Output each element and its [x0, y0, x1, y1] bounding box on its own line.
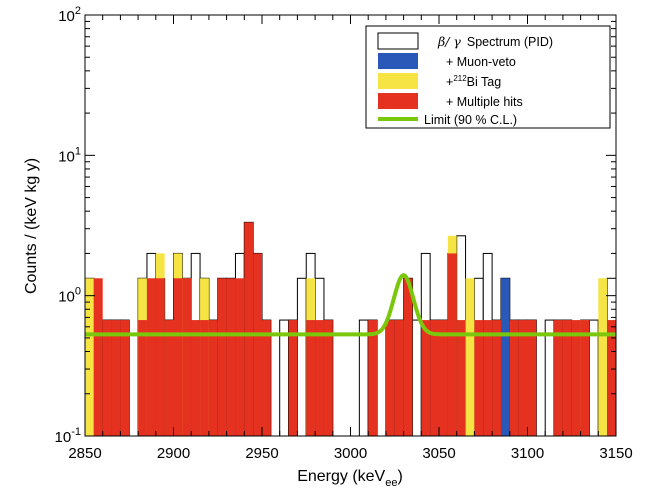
- bar-multiple-hits-3080: [492, 320, 501, 436]
- x-tick-label: 2850: [68, 445, 101, 462]
- legend-label-bi-tag: +212Bi Tag: [446, 74, 501, 89]
- y-tick-labels: 10-1 100 101 102: [55, 5, 81, 446]
- bar-multiple-hits-2860: [102, 320, 112, 436]
- bar-spectrum-3035: [411, 319, 422, 436]
- bar-multiple-hits-2890: [155, 278, 165, 436]
- bar-multiple-hits-3025: [394, 320, 404, 436]
- legend-label-multiple-hits: + Multiple hits: [446, 95, 523, 109]
- bar-multiple-hits-3125: [571, 320, 581, 436]
- bar-multiple-hits-3120: [562, 320, 572, 436]
- bar-multiple-hits-2920: [208, 320, 218, 436]
- x-tick-label: 2950: [245, 445, 278, 462]
- y-axis-title: Counts / (keV kg y): [23, 158, 40, 294]
- limit-curve-group: [85, 273, 616, 337]
- y-tick-label: 101: [58, 145, 81, 165]
- bar-spectrum-3135: [588, 319, 599, 436]
- y-tick-label: 10-1: [55, 426, 81, 446]
- bar-multiple-hits-2905: [182, 278, 192, 436]
- bar-bi-tag-2850: [85, 278, 94, 436]
- axis-ticks: [84, 14, 617, 437]
- legend-swatch-multiple-hits: [378, 93, 418, 109]
- bar-multiple-hits-3030: [403, 278, 413, 436]
- bar-multiple-hits-3130: [580, 320, 590, 436]
- bar-multiple-hits-3050: [439, 320, 448, 436]
- bar-multiple-hits-2935: [235, 278, 245, 436]
- bar-multiple-hits-3070: [474, 320, 484, 436]
- bar-multiple-hits-2945: [253, 253, 262, 436]
- bar-multiple-hits-3055: [447, 253, 457, 436]
- bar-multiple-hits-2870: [120, 320, 130, 436]
- bar-multiple-hits-2885: [146, 278, 156, 436]
- bar-multiple-hits-3090: [509, 320, 519, 436]
- bar-multiple-hits-2950: [262, 320, 271, 436]
- y-tick-label: 102: [58, 5, 81, 25]
- bar-spectrum-3110: [544, 319, 555, 436]
- x-tick-label: 2900: [157, 445, 190, 462]
- x-tick-label: 3100: [511, 445, 544, 462]
- bar-multiple-hits-3060: [456, 320, 466, 436]
- bar-multiple-hits-2940: [244, 222, 254, 436]
- bar-multiple-hits-2880: [138, 320, 147, 436]
- bar-multiple-hits-3145: [607, 320, 616, 436]
- bar-bi-tag-3140: [598, 278, 608, 436]
- legend-label-muon-veto: + Muon-veto: [446, 55, 516, 69]
- bar-multiple-hits-3010: [368, 320, 378, 436]
- bar-multiple-hits-2965: [288, 320, 298, 436]
- bar-spectrum-2970: [296, 277, 307, 436]
- legend-label-limit: Limit (90 % C.L.): [424, 113, 517, 127]
- bar-multiple-hits-2895: [164, 320, 174, 436]
- bar-spectrum-2960: [279, 319, 290, 436]
- bar-multiple-hits-3075: [483, 320, 493, 436]
- bar-multiple-hits-3040: [421, 320, 431, 436]
- x-axis-title: Energy (keVee): [297, 468, 403, 489]
- bar-multiple-hits-2910: [191, 320, 201, 436]
- x-tick-label: 3150: [599, 445, 632, 462]
- legend-swatch-spectrum: [377, 32, 419, 50]
- legend-label-spectrum: β/ γ Spectrum (PID): [437, 34, 553, 49]
- histogram-bars: [85, 221, 616, 436]
- x-tick-label: 3050: [422, 445, 455, 462]
- bar-bi-tag-3065: [465, 278, 475, 436]
- legend: β/ γ Spectrum (PID) + Muon-veto +212Bi Ta…: [365, 25, 611, 129]
- bar-spectrum-3005: [358, 319, 369, 436]
- bar-multiple-hits-3100: [527, 320, 537, 436]
- bar-multiple-hits-3020: [385, 320, 395, 436]
- bar-multiple-hits-3045: [430, 320, 439, 436]
- legend-swatch-bi-tag: [378, 73, 418, 89]
- bar-multiple-hits-2900: [173, 278, 183, 436]
- bar-muon-veto-3085: [500, 278, 510, 436]
- bar-multiple-hits-2925: [217, 278, 227, 436]
- bar-multiple-hits-2975: [306, 320, 316, 436]
- bar-multiple-hits-2855: [93, 278, 103, 436]
- bar-multiple-hits-2930: [226, 278, 236, 436]
- bar-multiple-hits-2985: [323, 320, 333, 436]
- x-tick-labels: 2850 2900 2950 3000 3050 3100 3150: [68, 445, 632, 462]
- limit-curve-line: [85, 273, 616, 337]
- x-tick-label: 3000: [334, 445, 367, 462]
- bar-multiple-hits-2865: [111, 320, 121, 436]
- bar-multiple-hits-2980: [315, 320, 324, 436]
- y-tick-label: 100: [58, 286, 81, 306]
- bar-multiple-hits-3095: [518, 320, 528, 436]
- bar-multiple-hits-3115: [554, 320, 563, 436]
- bar-multiple-hits-2915: [200, 320, 209, 436]
- legend-swatch-muon-veto: [378, 53, 418, 69]
